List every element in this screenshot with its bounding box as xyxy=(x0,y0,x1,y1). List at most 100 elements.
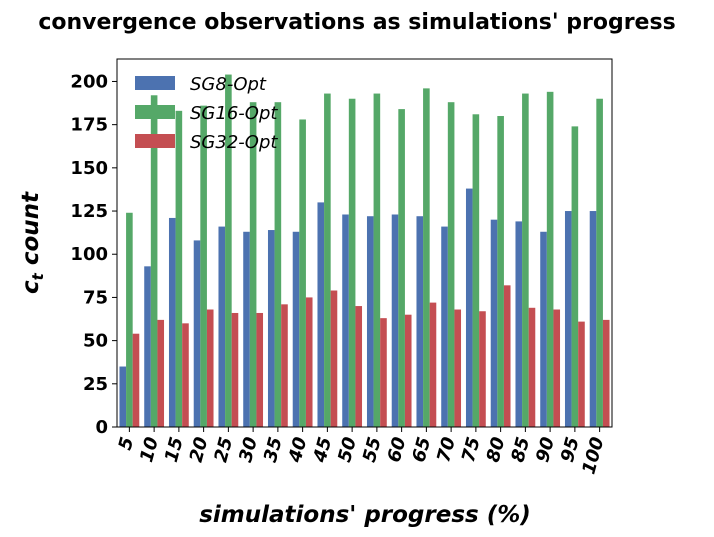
bar-SG8-Opt-95 xyxy=(564,211,572,427)
bar-SG32-Opt-55 xyxy=(380,318,387,427)
bar-SG16-Opt-90 xyxy=(546,91,554,427)
bar-SG8-Opt-15 xyxy=(168,217,176,427)
bar-SG32-Opt-100 xyxy=(602,319,610,427)
legend-swatch xyxy=(135,76,175,90)
x-tick-label: 60 xyxy=(384,435,411,465)
plot-frame xyxy=(116,58,613,428)
y-tick-label: 0 xyxy=(95,417,108,438)
x-tick-label: 55 xyxy=(359,435,386,465)
bar-SG16-Opt-35 xyxy=(274,102,282,427)
chart-title: convergence observations as simulations'… xyxy=(38,10,675,35)
x-tick-label: 45 xyxy=(309,435,336,466)
legend-swatch xyxy=(135,105,175,119)
legend-label: SG8-Opt xyxy=(190,74,267,95)
y-tick-label: 175 xyxy=(70,115,108,136)
bar-SG8-Opt-10 xyxy=(144,266,151,427)
bar-SG8-Opt-75 xyxy=(465,188,473,427)
bar-SG8-Opt-65 xyxy=(416,216,424,427)
x-tick-label: 15 xyxy=(161,435,188,465)
bar-SG16-Opt-25 xyxy=(225,74,232,428)
bar-SG8-Opt-20 xyxy=(193,240,201,427)
bar-SG16-Opt-50 xyxy=(348,98,356,427)
y-axis-label-rest: count xyxy=(18,191,44,273)
bar-SG32-Opt-75 xyxy=(479,311,486,427)
bar-SG16-Opt-5 xyxy=(126,212,133,427)
bar-SG8-Opt-35 xyxy=(267,230,275,427)
y-tick-label: 200 xyxy=(70,71,108,92)
x-tick-label: 90 xyxy=(532,435,559,465)
x-tick-label: 70 xyxy=(433,435,460,465)
x-tick-label: 95 xyxy=(557,435,584,465)
bar-SG8-Opt-100 xyxy=(589,211,597,427)
bar-SG32-Opt-85 xyxy=(528,307,536,427)
series-SG16-Opt xyxy=(126,74,603,428)
y-tick-label: 50 xyxy=(83,331,108,352)
bar-SG32-Opt-25 xyxy=(231,312,239,427)
bar-SG16-Opt-65 xyxy=(423,88,430,427)
bar-SG8-Opt-70 xyxy=(441,226,448,427)
bar-SG16-Opt-30 xyxy=(249,102,257,427)
bar-SG8-Opt-30 xyxy=(243,231,250,427)
bar-SG32-Opt-50 xyxy=(355,306,363,427)
bar-SG16-Opt-75 xyxy=(472,114,480,428)
bar-SG16-Opt-15 xyxy=(175,110,183,427)
series-SG32-Opt xyxy=(132,285,610,427)
bar-SG8-Opt-5 xyxy=(119,366,127,427)
x-tick-label: 50 xyxy=(334,435,361,465)
legend-label: SG16-Opt xyxy=(190,103,278,124)
x-tick-label: 25 xyxy=(210,435,237,465)
bar-SG8-Opt-25 xyxy=(218,226,226,427)
bar-SG16-Opt-100 xyxy=(596,98,603,427)
bar-SG8-Opt-90 xyxy=(540,231,547,427)
y-tick-label: 125 xyxy=(70,201,108,222)
series-SG8-Opt xyxy=(119,188,597,427)
legend: SG8-Opt SG16-Opt SG32-Opt xyxy=(135,74,278,153)
bar-SG16-Opt-40 xyxy=(299,119,306,427)
bar-SG16-Opt-10 xyxy=(150,95,158,428)
bar-SG32-Opt-40 xyxy=(305,297,313,427)
bar-SG32-Opt-35 xyxy=(281,304,288,427)
x-tick-label: 40 xyxy=(284,435,311,466)
legend-item: SG8-Opt xyxy=(135,74,267,95)
bar-SG8-Opt-80 xyxy=(490,219,498,427)
bar-SG32-Opt-15 xyxy=(182,323,189,427)
bar-SG32-Opt-5 xyxy=(132,333,140,427)
bar-SG32-Opt-95 xyxy=(578,321,585,427)
bar-SG32-Opt-60 xyxy=(404,314,412,427)
x-tick-label: 30 xyxy=(235,435,262,465)
bar-SG16-Opt-85 xyxy=(522,93,529,428)
x-tick-label: 85 xyxy=(507,435,534,465)
bar-SG8-Opt-55 xyxy=(366,216,374,427)
bar-SG8-Opt-85 xyxy=(515,221,523,427)
bar-SG16-Opt-20 xyxy=(200,105,207,427)
y-tick-label: 75 xyxy=(83,287,108,308)
bar-SG16-Opt-80 xyxy=(497,116,504,427)
y-axis-ticks: 0 25 50 75 100 125 150 175 200 xyxy=(70,71,117,438)
bar-SG32-Opt-20 xyxy=(206,309,214,427)
bar-SG8-Opt-60 xyxy=(391,214,399,427)
bar-SG32-Opt-70 xyxy=(454,309,462,427)
y-axis-label: ct count xyxy=(18,191,47,294)
bar-SG8-Opt-50 xyxy=(342,214,349,427)
y-axis-label-main: c xyxy=(18,280,44,294)
bar-SG8-Opt-45 xyxy=(317,202,325,427)
y-tick-label: 100 xyxy=(70,244,108,265)
legend-item: SG32-Opt xyxy=(135,132,278,153)
x-tick-label: 65 xyxy=(408,435,435,465)
bar-SG32-Opt-65 xyxy=(429,302,437,427)
x-tick-label: 20 xyxy=(186,435,213,465)
legend-item: SG16-Opt xyxy=(135,103,278,124)
bar-SG16-Opt-45 xyxy=(324,93,331,428)
bar-SG16-Opt-70 xyxy=(447,102,455,427)
bar-SG32-Opt-80 xyxy=(503,285,511,427)
x-tick-label: 75 xyxy=(458,435,485,465)
x-tick-label: 10 xyxy=(136,435,163,465)
bar-SG8-Opt-40 xyxy=(292,231,300,427)
plot-area xyxy=(119,74,610,428)
x-axis-label: simulations' progress (%) xyxy=(199,502,531,528)
bar-SG32-Opt-30 xyxy=(256,312,264,427)
x-tick-label: 5 xyxy=(115,435,139,453)
y-tick-label: 25 xyxy=(83,374,108,395)
bar-SG32-Opt-45 xyxy=(330,290,338,427)
